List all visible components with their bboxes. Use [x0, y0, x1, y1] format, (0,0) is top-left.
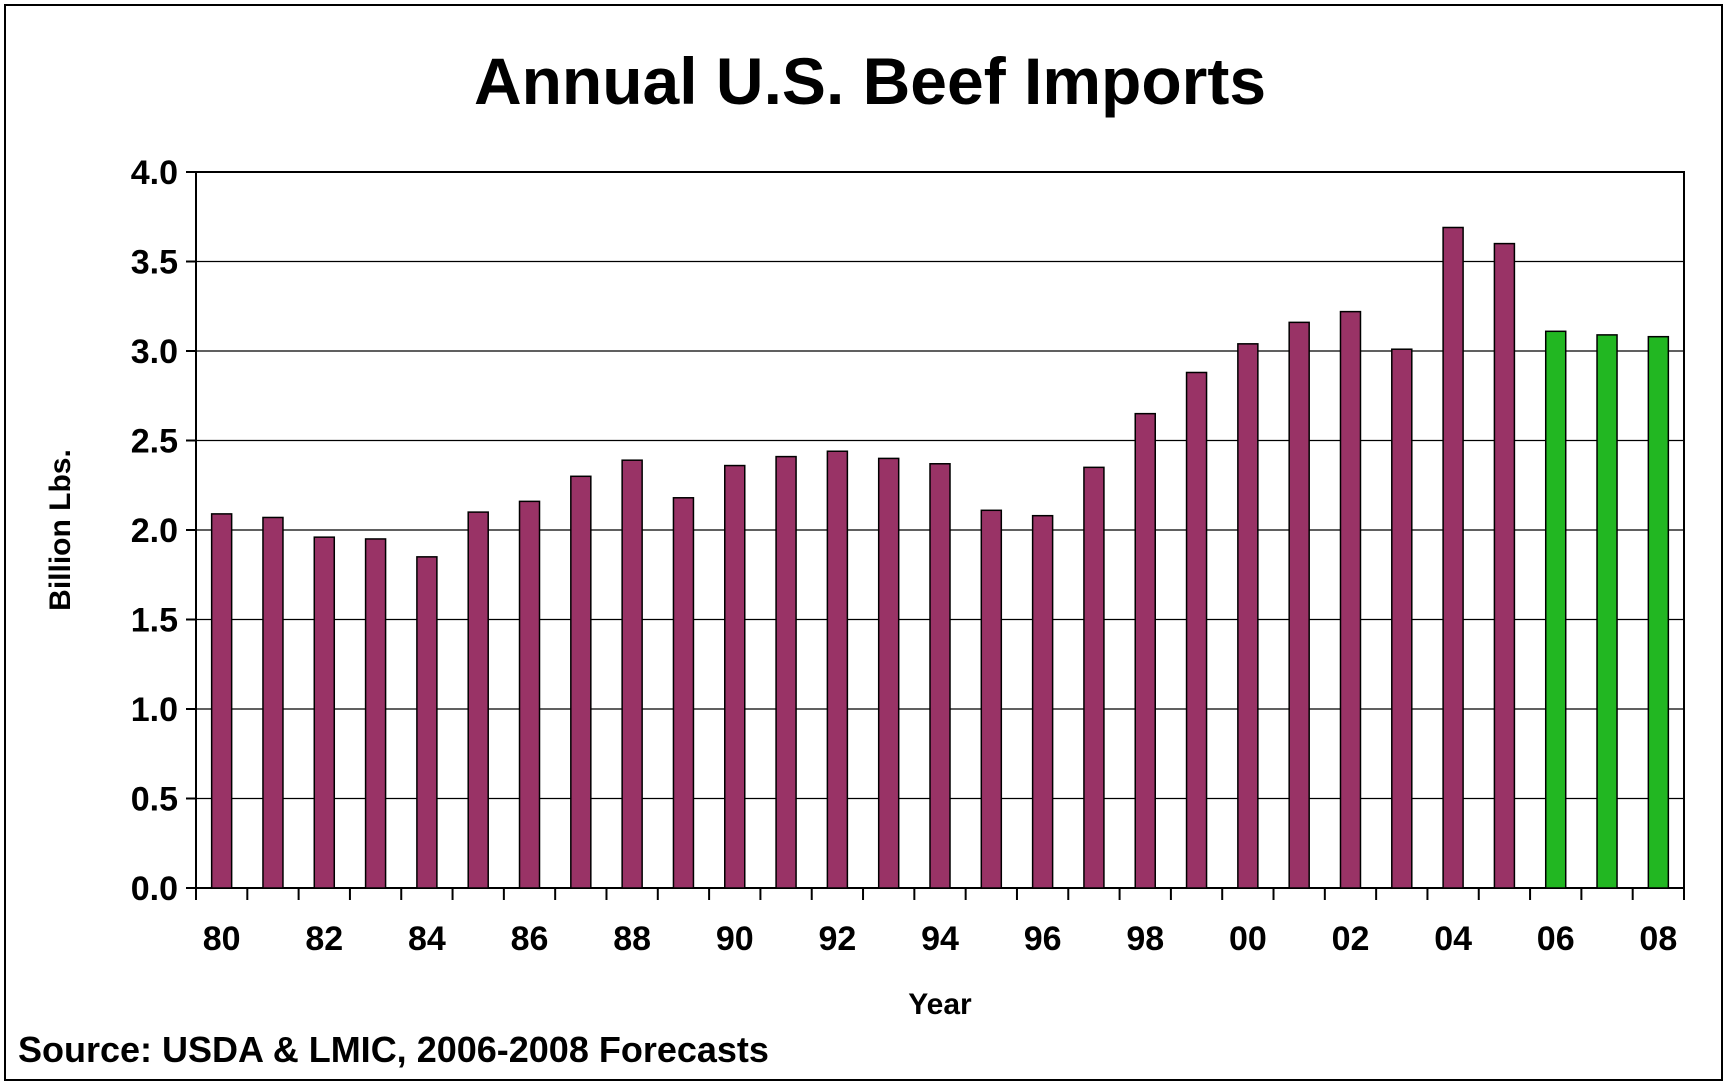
bar-1980 — [210, 513, 233, 889]
bar-1994 — [929, 463, 951, 889]
x-tick-label: 04 — [1434, 920, 1472, 958]
bar-1996 — [1031, 514, 1054, 889]
y-tick-label: 2.5 — [131, 423, 178, 461]
bar-2000 — [1237, 343, 1259, 889]
source-note: Source: USDA & LMIC, 2006-2008 Forecasts — [18, 1029, 769, 1070]
bar-2007 — [1596, 334, 1618, 889]
bars — [210, 226, 1670, 889]
x-tick-label: 92 — [818, 920, 856, 958]
x-tick-label: 08 — [1639, 920, 1677, 958]
chart-title: Annual U.S. Beef Imports — [474, 44, 1266, 118]
y-tick-label: 0.5 — [131, 781, 178, 819]
x-tick-label: 98 — [1126, 920, 1164, 958]
bar-1999 — [1185, 371, 1208, 889]
y-axis-label: Billion Lbs. — [44, 449, 77, 611]
bar-2005 — [1493, 242, 1516, 889]
bar-1982 — [313, 536, 336, 889]
x-tick-label: 00 — [1229, 920, 1267, 958]
bar-2004 — [1442, 226, 1464, 889]
x-tick-label: 80 — [203, 920, 241, 958]
bar-1993 — [877, 457, 900, 889]
x-tick-label: 84 — [408, 920, 446, 958]
x-axis-label: Year — [908, 988, 972, 1021]
bar-1983 — [364, 538, 387, 889]
bar-1986 — [518, 500, 541, 889]
x-tick-label: 02 — [1332, 920, 1370, 958]
bar-1981 — [262, 516, 284, 889]
x-tick-label: 94 — [921, 920, 959, 958]
bar-2002 — [1339, 310, 1362, 889]
y-tick-label: 1.5 — [131, 602, 178, 640]
x-tick-label: 86 — [511, 920, 549, 958]
bar-1989 — [672, 497, 695, 889]
x-tick-label: 90 — [716, 920, 754, 958]
y-tick-label: 1.0 — [131, 691, 178, 729]
bar-1984 — [416, 556, 438, 889]
bar-1987 — [570, 475, 592, 889]
y-axis: 0.0 0.5 1.0 1.5 2.0 2.5 3.0 3.5 4.0 — [131, 154, 196, 908]
chart-frame — [4, 4, 1723, 1081]
y-tick-label: 3.0 — [131, 333, 178, 371]
bar-2006 — [1544, 330, 1567, 889]
bar-2003 — [1391, 348, 1413, 889]
bar-1985 — [467, 511, 489, 889]
y-tick-label: 2.0 — [131, 512, 178, 550]
x-tick-label: 96 — [1024, 920, 1062, 958]
bar-1991 — [775, 455, 797, 889]
bar-1990 — [724, 464, 746, 889]
y-tick-label: 0.0 — [131, 870, 178, 908]
y-tick-label: 4.0 — [131, 154, 178, 192]
bar-1995 — [980, 509, 1003, 889]
y-tick-label: 3.5 — [131, 244, 178, 282]
x-tick-label: 88 — [613, 920, 651, 958]
bar-1997 — [1083, 466, 1105, 889]
bar-1998 — [1134, 412, 1156, 889]
x-axis: 80 82 84 86 88 90 92 94 96 98 00 02 04 06 08 — [195, 888, 1685, 958]
bar-2008 — [1647, 335, 1670, 889]
x-tick-label: 82 — [305, 920, 343, 958]
bar-1988 — [621, 459, 643, 889]
bar-2001 — [1288, 321, 1310, 889]
bar-1992 — [826, 450, 849, 889]
x-tick-label: 06 — [1537, 920, 1575, 958]
